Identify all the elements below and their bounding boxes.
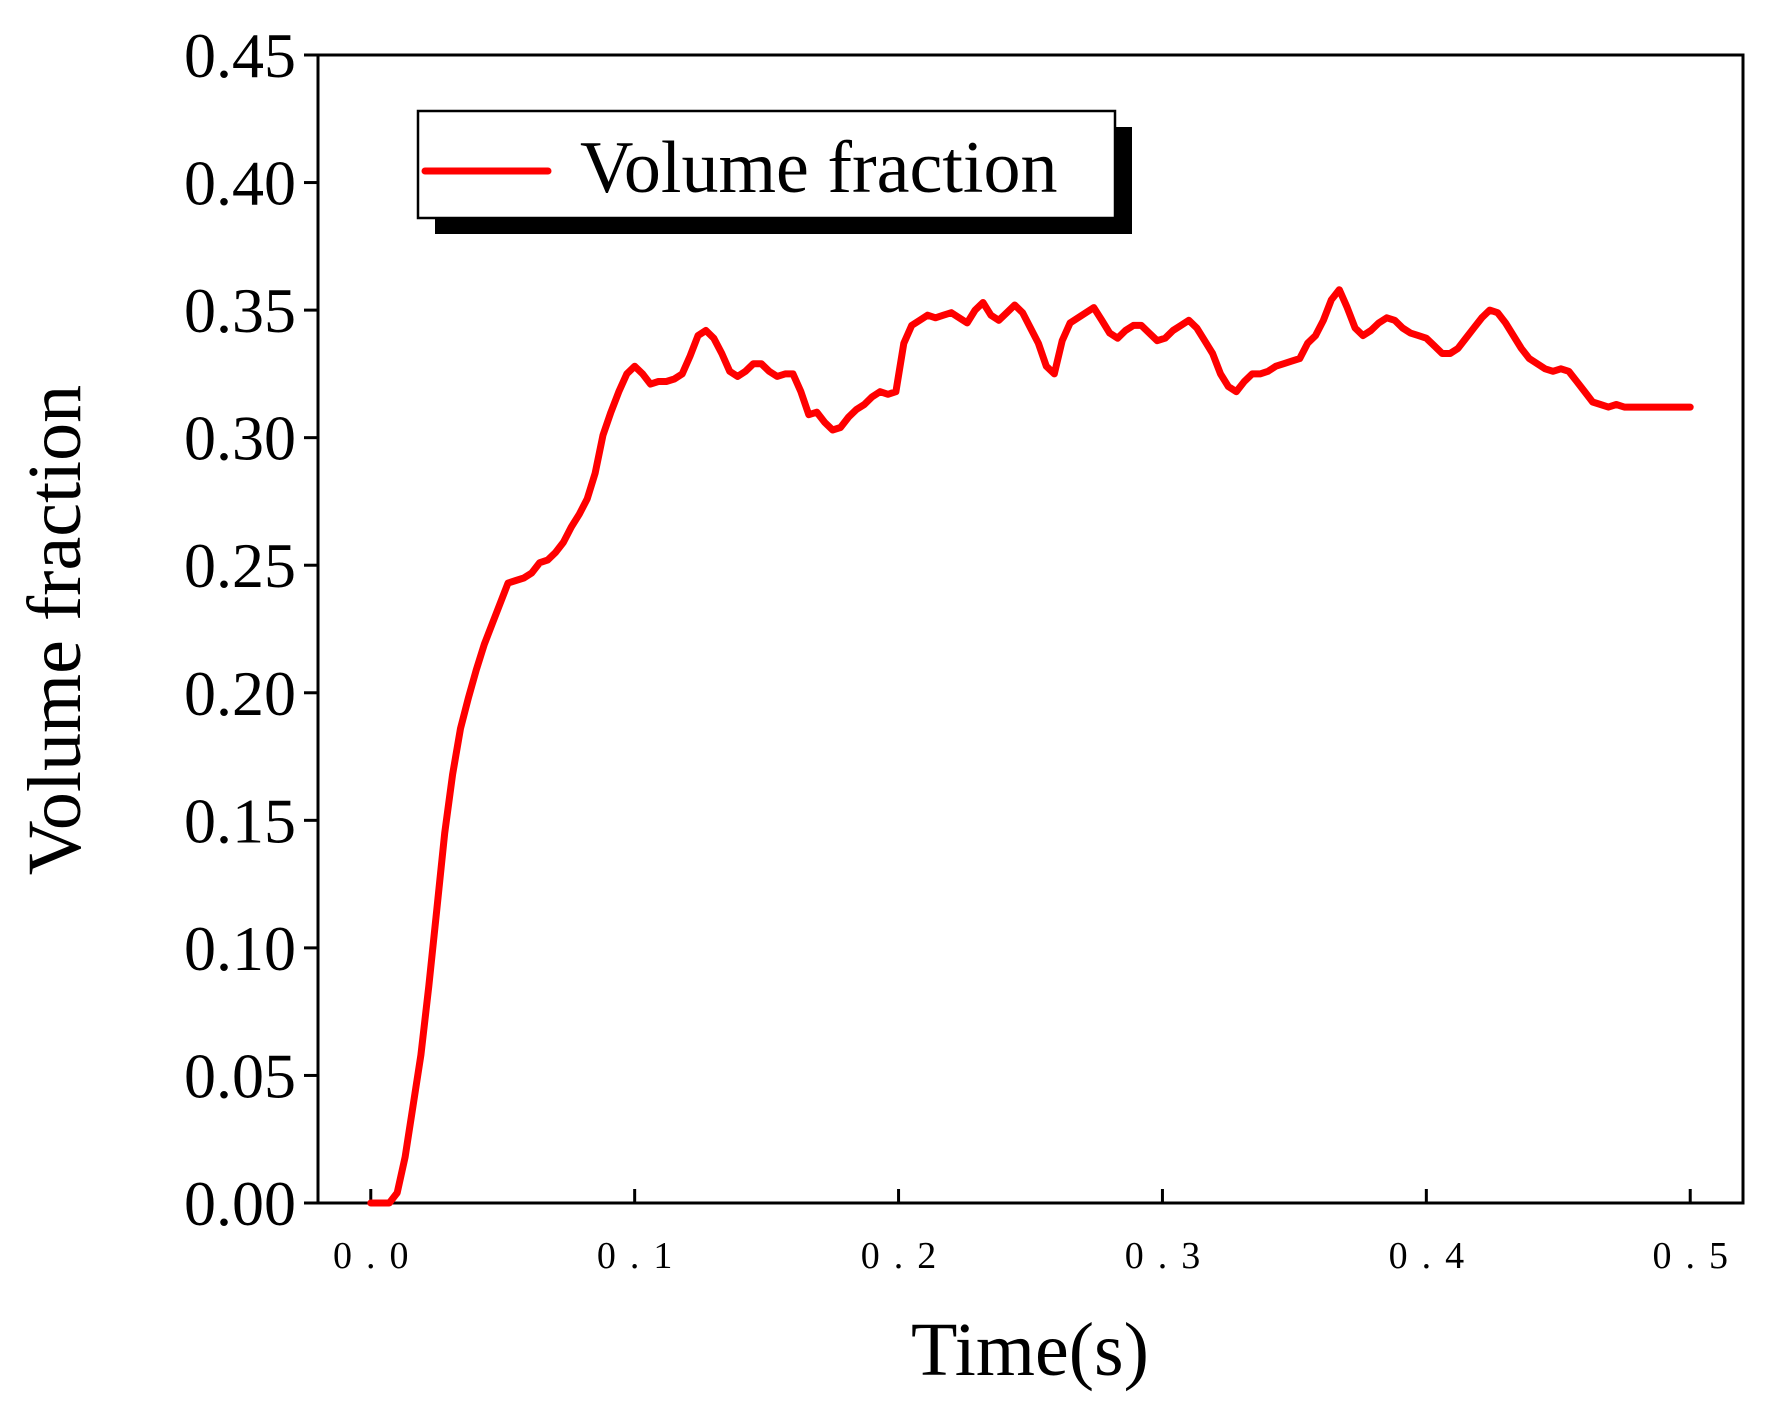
y-tick-label: 0.40 <box>184 148 296 219</box>
y-tick-label: 0.30 <box>184 403 296 474</box>
plot-frame <box>316 53 1745 1205</box>
y-tick-label: 0.25 <box>184 530 296 601</box>
x-tick-label: 0.4 <box>1389 1235 1479 1277</box>
y-axis-ticks: 0.00 0.05 0.10 0.15 0.20 0.25 0.30 0.35 0.40 0.45 <box>184 20 318 1239</box>
x-tick-label: 0.0 <box>333 1235 423 1277</box>
y-tick-label: 0.15 <box>184 785 296 856</box>
y-tick-label: 0.45 <box>184 20 296 91</box>
x-tick-label: 0.2 <box>861 1235 951 1277</box>
y-tick-label: 0.00 <box>184 1168 296 1239</box>
x-axis-ticks: 0.0 0.1 0.2 0.3 0.4 0.5 <box>333 1189 1742 1277</box>
y-tick-label: 0.35 <box>184 275 296 346</box>
legend-box <box>416 109 1117 220</box>
x-tick-label: 0.3 <box>1125 1235 1215 1277</box>
y-tick-label: 0.10 <box>184 913 296 984</box>
x-tick-label: 0.5 <box>1652 1235 1742 1277</box>
y-tick-label: 0.20 <box>184 658 296 729</box>
y-tick-label: 0.05 <box>184 1040 296 1111</box>
legend-label: Volume fraction <box>580 127 1057 209</box>
x-tick-label: 0.1 <box>597 1235 687 1277</box>
legend: Volume fraction <box>416 109 1132 234</box>
y-axis-title: Volume fraction <box>13 385 97 875</box>
series-line-volume-fraction <box>367 286 1694 1207</box>
x-axis-title: Time(s) <box>911 1308 1149 1392</box>
